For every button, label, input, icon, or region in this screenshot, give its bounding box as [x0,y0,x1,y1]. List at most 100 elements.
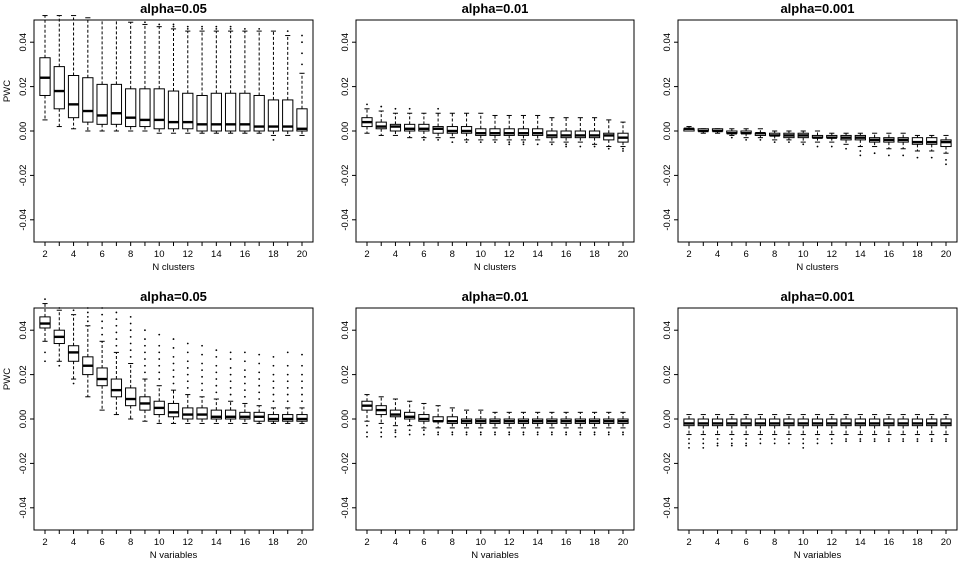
y-tick-label: -0.04 [662,209,673,231]
outlier-point [565,431,568,434]
outlier-point [730,438,733,440]
outlier-point [172,23,175,26]
box-x-20 [940,134,952,166]
outlier-point [258,378,261,380]
box-x-6 [418,112,430,141]
box-x-9 [139,329,151,422]
outlier-point [286,400,289,403]
boxes [39,15,308,141]
outlier-point [286,30,289,32]
iqr-box [139,88,151,128]
outlier-point [380,435,383,438]
box-x-7 [754,414,767,445]
x-tick-label: 4 [393,537,398,548]
box-x-3 [53,15,65,128]
box-x-13 [840,132,852,150]
box-x-17 [897,414,909,443]
x-tick-label: 10 [154,537,165,548]
outlier-point [115,338,118,340]
x-tick-label: 16 [884,537,895,548]
outlier-point [788,141,790,144]
x-axis-label: N clusters [152,262,194,273]
panel-title: alpha=0.05 [140,1,207,16]
outlier-point [129,349,132,352]
y-tick-label: 0.02 [340,77,351,96]
panel-title: alpha=0.001 [780,1,854,16]
y-axis: -0.04 -0.02 0.00 0.02 0.04 [662,33,678,231]
y-tick-label: 0.04 [662,321,673,340]
outlier-point [272,380,275,383]
x-tick-label: 10 [798,249,809,260]
outlier-point [44,351,46,354]
outlier-point [243,395,246,398]
x-tick-label: 2 [42,537,47,548]
box-x-9 [783,414,795,445]
box-x-18 [588,117,601,148]
x-axis-label: N variables [471,550,519,561]
box-x-16 [883,414,895,443]
y-tick-label: -0.02 [662,453,673,475]
outlier-point [158,351,161,354]
box-x-3 [375,105,387,136]
iqr-box [224,409,237,420]
iqr-box [125,387,137,407]
y-tick-label: -0.04 [18,497,29,519]
outlier-point [201,353,203,356]
outlier-point [286,351,289,354]
outlier-point [144,351,146,354]
x-tick-label: 12 [826,537,837,548]
outlier-point [451,431,454,434]
box-x-4 [389,398,402,438]
outlier-point [72,382,75,385]
outlier-point [243,27,246,30]
outlier-point [565,145,568,148]
outlier-point [286,387,289,389]
outlier-point [286,364,289,367]
outlier-point [394,107,397,110]
outlier-point [172,338,175,340]
outlier-point [688,442,690,445]
x-tick-label: 14 [855,537,866,548]
outlier-point [286,373,289,376]
iqr-box [239,92,251,132]
x-axis: 2 4 6 8 10 12 14 16 18 20 [42,242,307,260]
outlier-point [243,360,246,363]
outlier-point [380,426,383,429]
x-tick-label: 6 [421,537,426,548]
outlier-point [479,431,482,434]
y-axis-label: PWC [2,368,13,390]
outlier-point [830,442,833,445]
outlier-point [158,378,161,380]
outlier-point [129,322,132,325]
y-axis: -0.04 -0.02 0.00 0.02 0.04 [340,33,356,231]
x-tick-label: 10 [798,537,809,548]
outlier-point [607,431,610,434]
outlier-point [887,154,890,157]
outlier-point [479,141,482,144]
x-tick-label: 4 [393,249,398,260]
outlier-point [301,373,303,376]
outlier-point [773,438,776,440]
box-x-10 [475,112,487,144]
x-axis-label: N clusters [796,262,838,273]
outlier-point [479,433,482,436]
x-tick-label: 6 [99,249,104,260]
box-x-7 [110,311,123,416]
outlier-point [186,25,189,28]
box-x-14 [210,349,222,424]
box-x-18 [911,414,924,443]
outlier-point [802,446,805,449]
box-x-11 [167,338,180,424]
boxes [361,103,629,152]
box-x-7 [432,405,444,436]
y-axis-label: PWC [2,80,13,102]
outlier-point [301,41,303,44]
outlier-point [286,380,289,383]
panel-title: alpha=0.001 [780,289,854,304]
outlier-point [215,378,218,380]
outlier-point [243,389,246,392]
y-tick-label: 0.00 [662,410,673,429]
box-x-8 [446,407,458,436]
outlier-point [115,331,118,334]
outlier-point [258,371,261,374]
